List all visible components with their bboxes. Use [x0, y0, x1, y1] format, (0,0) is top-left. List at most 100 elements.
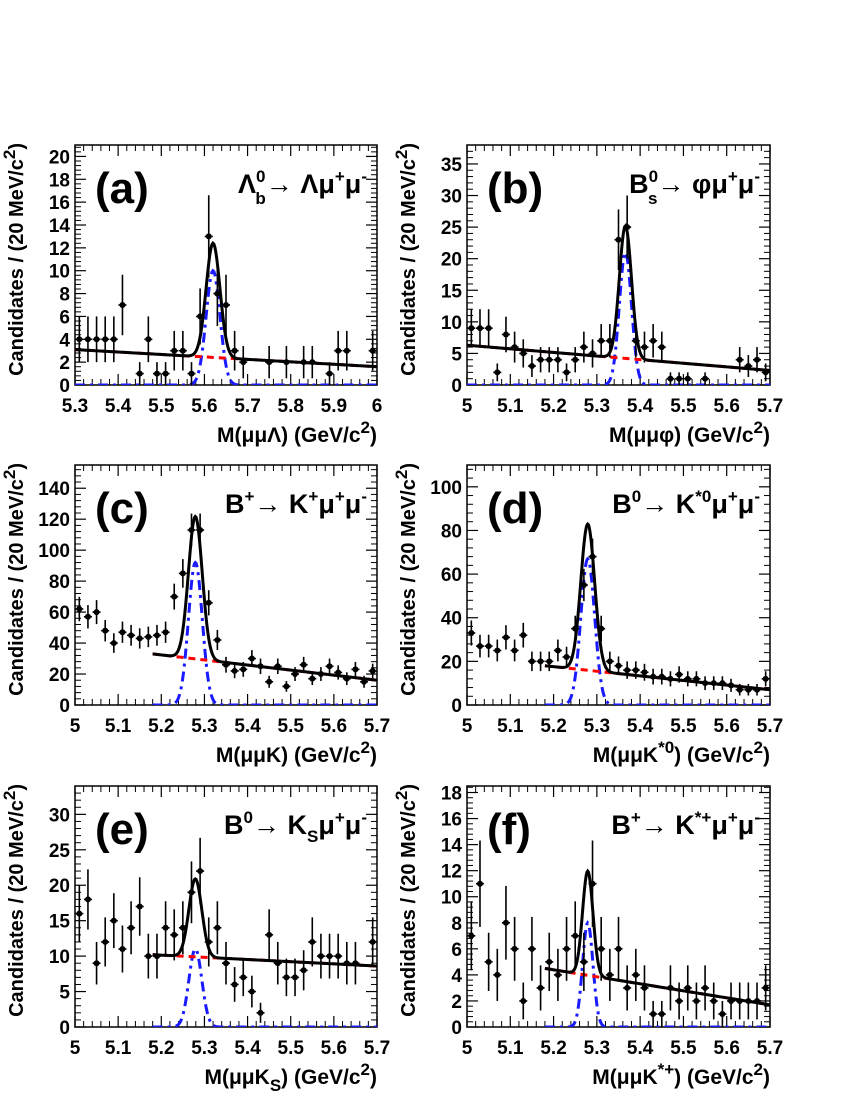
- data-point: [484, 932, 493, 991]
- x-tick-label: 5.5: [278, 1038, 305, 1059]
- y-tick-label: 2: [451, 992, 462, 1013]
- data-point: [527, 355, 536, 377]
- x-tick-label: 5.1: [497, 1038, 524, 1059]
- data-point: [623, 661, 632, 679]
- marker: [754, 997, 761, 1004]
- marker: [658, 673, 665, 680]
- marker: [632, 337, 639, 344]
- x-tick-label: 5.3: [191, 1038, 217, 1059]
- marker: [352, 960, 359, 967]
- marker: [110, 640, 117, 647]
- marker: [485, 958, 492, 965]
- marker: [537, 356, 544, 363]
- marker: [119, 302, 126, 308]
- marker: [511, 945, 518, 952]
- data-point: [109, 316, 118, 363]
- x-tick-label: 5: [462, 1038, 473, 1059]
- marker: [606, 658, 613, 665]
- marker: [580, 958, 587, 965]
- marker: [102, 938, 109, 945]
- data-point: [230, 663, 239, 679]
- y-axis-label: Candidates / (20 MeV/c2): [0, 143, 28, 376]
- marker: [728, 682, 735, 689]
- marker: [494, 971, 501, 978]
- data-point: [161, 621, 170, 643]
- data-point: [325, 362, 334, 385]
- data-point: [718, 1000, 727, 1027]
- marker: [598, 337, 605, 344]
- data-point: [484, 634, 493, 658]
- data-point: [316, 667, 325, 681]
- data-point: [170, 909, 179, 961]
- marker: [257, 663, 264, 670]
- data-point: [360, 675, 369, 688]
- x-tick-label: 5.1: [105, 1038, 132, 1059]
- x-tick-label: 5.4: [627, 1038, 654, 1059]
- marker: [153, 370, 160, 377]
- marker: [214, 924, 221, 931]
- data-point: [701, 372, 710, 385]
- data-point: [753, 347, 762, 373]
- marker: [153, 632, 160, 639]
- data-point: [718, 676, 727, 691]
- data-point: [597, 916, 606, 981]
- data-point: [118, 621, 127, 643]
- marker: [240, 974, 247, 981]
- data-point: [666, 965, 675, 1011]
- decay-label: B0 s→ φμ+μ-: [629, 167, 760, 208]
- panel-label: (f): [487, 805, 531, 854]
- data-point: [334, 330, 343, 371]
- data-point: [709, 676, 718, 691]
- marker: [145, 633, 152, 640]
- x-tick-label: 5.4: [627, 396, 654, 417]
- y-tick-label: 25: [441, 218, 463, 239]
- marker: [343, 960, 350, 967]
- y-tick-label: 30: [441, 187, 462, 208]
- data-point: [178, 330, 187, 371]
- plot-area: [467, 521, 770, 705]
- x-tick-label: 5.6: [321, 1038, 347, 1059]
- data-point: [519, 339, 528, 368]
- panel-label: (c): [95, 484, 149, 533]
- decay-label: B0→ KSμ+μ-: [224, 808, 367, 846]
- marker: [684, 984, 691, 991]
- marker: [632, 667, 639, 674]
- data-point: [308, 917, 317, 967]
- x-axis-label: M(μμKS) (GeV/c2): [204, 1060, 377, 1095]
- marker: [369, 667, 376, 674]
- y-axis-label: Candidates / (20 MeV/c2): [0, 784, 28, 1017]
- data-point: [196, 837, 205, 905]
- data-point: [675, 666, 684, 683]
- marker: [335, 347, 342, 354]
- marker: [214, 290, 221, 297]
- y-tick-label: 40: [49, 634, 70, 655]
- marker: [719, 680, 726, 687]
- marker: [485, 325, 492, 332]
- decay-label: Λ0 b→ Λμ+μ-: [238, 167, 367, 208]
- panel-c: 5 5.1 5.2 5.3 5.4 5.5 5.6 5.7 0 20 40 60 80 100 120 140…: [0, 463, 390, 767]
- marker: [136, 370, 143, 377]
- data-point: [692, 982, 701, 1020]
- marker: [326, 370, 333, 377]
- y-tick-label: 60: [441, 565, 462, 586]
- marker: [283, 974, 290, 981]
- data-point: [299, 345, 308, 379]
- data-point: [161, 362, 170, 385]
- marker: [102, 336, 109, 343]
- marker: [762, 369, 769, 376]
- data-point: [222, 941, 230, 985]
- panel-label: (a): [95, 164, 149, 213]
- marker: [641, 344, 648, 351]
- marker: [598, 945, 605, 952]
- data-point: [727, 982, 736, 1020]
- data-point: [545, 347, 554, 373]
- marker: [676, 997, 683, 1004]
- y-tick-label: 35: [441, 155, 463, 176]
- data-point: [640, 331, 649, 363]
- data-point: [510, 639, 519, 662]
- data-point: [204, 917, 213, 967]
- data-point: [230, 330, 239, 371]
- marker: [171, 593, 178, 600]
- marker: [326, 663, 333, 670]
